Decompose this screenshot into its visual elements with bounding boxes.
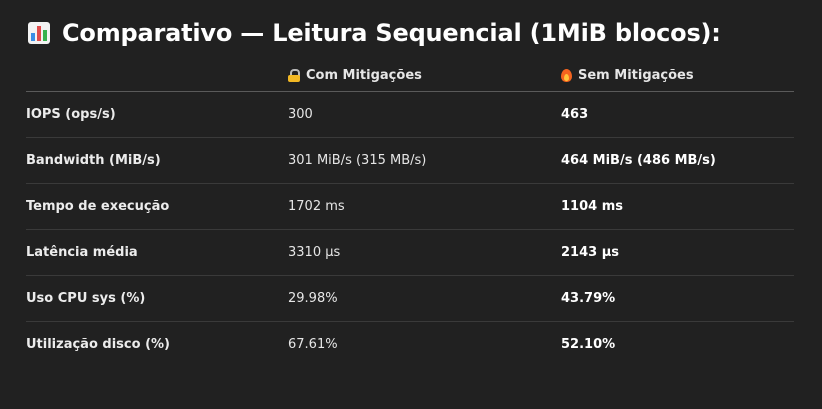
sem-cell: 52.10% — [561, 337, 616, 352]
com-cell: 3310 µs — [288, 245, 341, 260]
sem-cell: 464 MiB/s (486 MB/s) — [561, 153, 716, 168]
metric-cell: Latência média — [26, 245, 138, 260]
fire-icon — [561, 68, 572, 82]
com-cell: 301 MiB/s (315 MB/s) — [288, 153, 427, 168]
metric-cell: IOPS (ops/s) — [26, 107, 116, 122]
table-row: Bandwidth (MiB/s) 301 MiB/s (315 MB/s) 4… — [26, 138, 794, 184]
header-sem-mitigacoes: Sem Mitigações — [561, 68, 794, 83]
page-title-text: Comparativo — Leitura Sequencial (1MiB b… — [62, 19, 721, 47]
table-row: Utilização disco (%) 67.61% 52.10% — [26, 322, 794, 367]
com-cell: 300 — [288, 107, 313, 122]
sem-cell: 1104 ms — [561, 199, 623, 214]
com-cell: 67.61% — [288, 337, 338, 352]
metric-cell: Tempo de execução — [26, 199, 170, 214]
header-com-mitigacoes: Com Mitigações — [288, 68, 561, 83]
bar-chart-icon — [28, 22, 50, 44]
header-com-label: Com Mitigações — [306, 67, 422, 83]
com-cell: 1702 ms — [288, 199, 345, 214]
table-row: Latência média 3310 µs 2143 µs — [26, 230, 794, 276]
sem-cell: 2143 µs — [561, 245, 620, 260]
table-header-row: Com Mitigações Sem Mitigações — [26, 59, 794, 92]
metric-cell: Bandwidth (MiB/s) — [26, 153, 161, 168]
metric-cell: Uso CPU sys (%) — [26, 291, 146, 306]
table-row: IOPS (ops/s) 300 463 — [26, 92, 794, 138]
table-row: Uso CPU sys (%) 29.98% 43.79% — [26, 276, 794, 322]
comparison-table: Com Mitigações Sem Mitigações IOPS (ops/… — [26, 59, 794, 367]
header-sem-label: Sem Mitigações — [578, 67, 694, 83]
sem-cell: 463 — [561, 107, 589, 122]
com-cell: 29.98% — [288, 291, 338, 306]
metric-cell: Utilização disco (%) — [26, 337, 170, 352]
sem-cell: 43.79% — [561, 291, 616, 306]
page-title: Comparativo — Leitura Sequencial (1MiB b… — [28, 16, 721, 50]
table-row: Tempo de execução 1702 ms 1104 ms — [26, 184, 794, 230]
lock-icon — [288, 68, 300, 82]
